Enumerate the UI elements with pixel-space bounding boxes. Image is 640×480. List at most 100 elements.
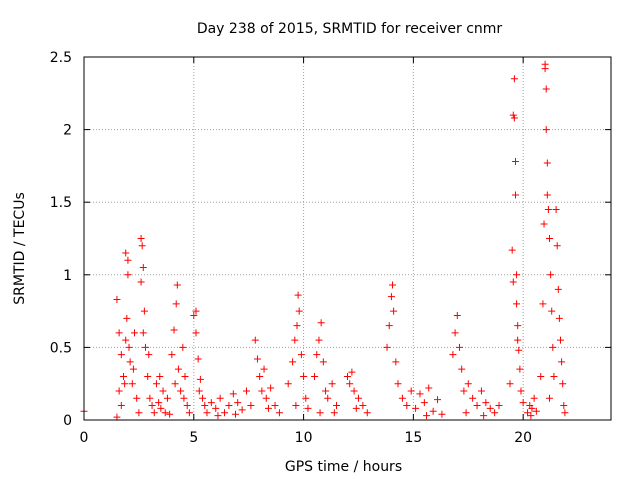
- data-point: [543, 159, 551, 167]
- y-tick-label: 0.5: [50, 340, 72, 356]
- data-point: [550, 372, 558, 380]
- data-point: [438, 410, 446, 418]
- data-point: [124, 256, 132, 264]
- data-point: [251, 336, 259, 344]
- data-point: [242, 387, 250, 395]
- x-tick-label: 15: [404, 430, 422, 446]
- data-point: [144, 372, 152, 380]
- data-point: [161, 409, 169, 417]
- data-point: [344, 372, 351, 380]
- data-point: [221, 409, 229, 417]
- data-point: [275, 409, 283, 417]
- data-point: [126, 358, 134, 366]
- data-point: [156, 372, 164, 380]
- data-point: [542, 85, 550, 93]
- data-point: [541, 60, 549, 68]
- y-tick-label: 2.5: [50, 50, 72, 66]
- data-point: [528, 404, 536, 412]
- data-point: [509, 278, 517, 286]
- data-point: [416, 390, 424, 398]
- x-tick-label: 10: [295, 430, 313, 446]
- data-point: [464, 380, 472, 388]
- data-point: [425, 384, 433, 392]
- data-point: [548, 307, 556, 315]
- y-axis-label: SRMTID / TECUs: [12, 192, 28, 305]
- data-point: [515, 346, 523, 354]
- plot-frame: [83, 56, 612, 421]
- data-point: [284, 380, 292, 388]
- data-point: [530, 394, 538, 402]
- x-axis-label: GPS time / hours: [285, 459, 402, 475]
- data-point: [455, 343, 463, 351]
- data-point: [542, 126, 550, 134]
- data-point: [171, 380, 179, 388]
- data-point: [258, 387, 266, 395]
- data-points: [80, 60, 569, 421]
- data-point: [514, 322, 522, 330]
- data-point: [291, 336, 299, 344]
- data-point: [253, 355, 261, 363]
- data-point: [385, 322, 393, 330]
- data-point: [544, 205, 552, 213]
- data-point: [128, 380, 136, 388]
- data-point: [333, 401, 341, 409]
- data-point: [554, 285, 562, 293]
- data-point: [180, 394, 188, 402]
- data-point: [138, 242, 146, 250]
- data-point: [407, 387, 415, 395]
- data-point: [260, 365, 268, 373]
- data-point: [179, 343, 187, 351]
- data-point: [225, 401, 233, 409]
- data-point: [137, 235, 145, 242]
- data-point: [123, 314, 131, 322]
- data-point: [315, 336, 323, 344]
- data-point: [203, 409, 211, 417]
- data-point: [527, 412, 535, 420]
- data-point: [192, 307, 200, 315]
- data-point: [552, 205, 560, 213]
- data-point: [195, 387, 203, 395]
- data-point: [510, 75, 518, 83]
- data-point: [513, 300, 521, 308]
- data-point: [121, 380, 129, 388]
- data-point: [543, 191, 551, 199]
- data-point: [555, 314, 563, 322]
- data-point: [124, 271, 132, 279]
- data-point: [350, 387, 358, 395]
- data-point: [559, 380, 567, 388]
- data-point: [403, 401, 411, 409]
- data-point: [495, 401, 503, 409]
- data-point: [137, 278, 145, 286]
- x-tick-label: 20: [514, 430, 532, 446]
- data-point: [238, 406, 246, 414]
- axis-ticks: 0 5 10 15 20 0 0.5 1 1.5 2 2.5: [50, 50, 611, 446]
- data-point: [152, 380, 160, 388]
- data-point: [506, 380, 514, 388]
- data-point: [313, 351, 321, 359]
- x-tick-label: 5: [189, 430, 198, 446]
- data-point: [460, 387, 468, 395]
- data-point: [513, 271, 521, 279]
- data-point: [168, 351, 176, 359]
- data-point: [163, 394, 171, 402]
- data-point: [194, 355, 202, 363]
- data-point: [271, 401, 279, 409]
- data-point: [537, 372, 545, 380]
- data-point: [387, 293, 395, 301]
- data-point: [477, 387, 485, 395]
- data-point: [115, 387, 123, 395]
- data-point: [139, 264, 147, 272]
- data-point: [319, 358, 327, 366]
- data-point: [546, 235, 554, 242]
- data-point: [539, 300, 547, 308]
- data-point: [131, 329, 139, 337]
- data-point: [480, 412, 488, 420]
- data-point: [302, 394, 310, 402]
- data-point: [172, 300, 180, 308]
- data-point: [352, 404, 360, 412]
- data-point: [359, 401, 367, 409]
- data-point: [304, 404, 312, 412]
- data-point: [247, 401, 255, 409]
- data-point: [311, 372, 319, 380]
